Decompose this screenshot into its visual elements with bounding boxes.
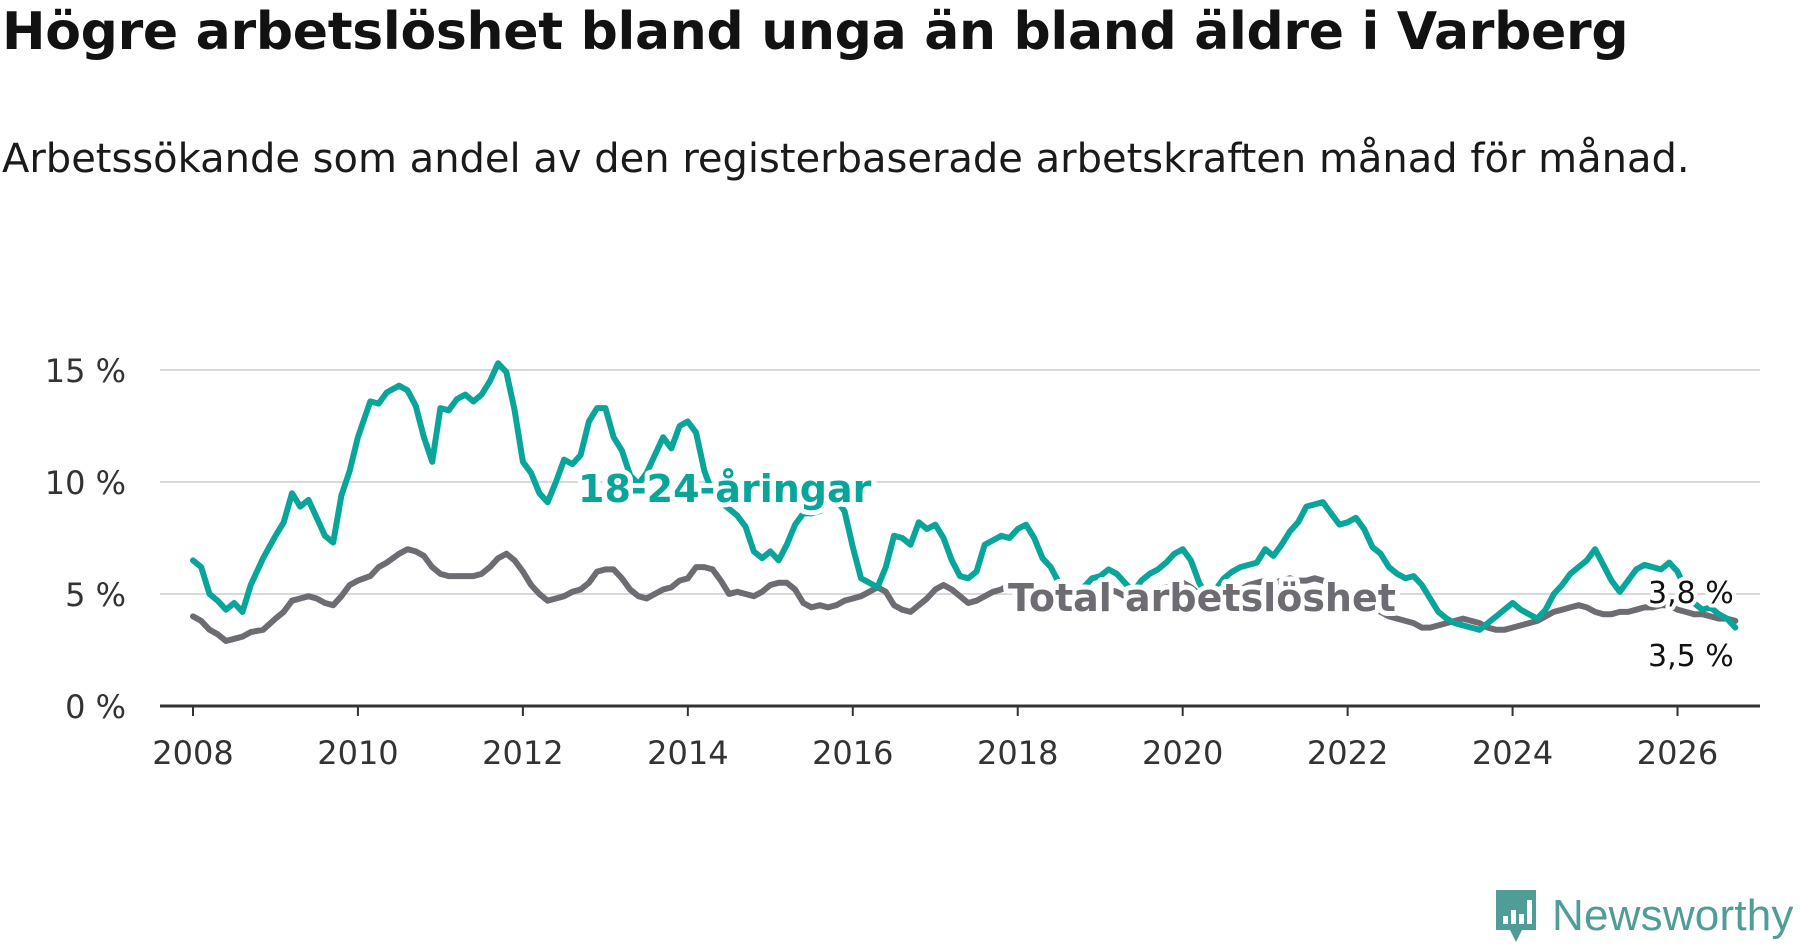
end-value-total: 3,8 % — [1648, 576, 1734, 611]
x-tick-label: 2024 — [1472, 734, 1553, 772]
x-tick-label: 2008 — [152, 734, 233, 772]
y-tick-label: 15 % — [45, 352, 126, 390]
chart-title: Högre arbetslöshet bland unga än bland ä… — [2, 2, 1629, 62]
brand-name: Newsworthy — [1552, 891, 1794, 940]
x-tick-label: 2014 — [647, 734, 728, 772]
y-tick-label: 0 % — [65, 688, 126, 726]
x-tick-label: 2022 — [1307, 734, 1388, 772]
end-value-youth-halo: 3,5 % — [1648, 639, 1734, 674]
y-tick-label: 5 % — [65, 576, 126, 614]
series-label-total-halo: Total arbetslöshet — [1008, 576, 1396, 620]
newsworthy-logo-icon — [1496, 890, 1536, 942]
brand-logo: Newsworthy — [1492, 886, 1794, 946]
end-value-youth: 3,5 % — [1648, 639, 1734, 674]
series-line-total — [190, 546, 1739, 644]
series-label-youth-halo: 18-24-åringar — [578, 467, 872, 511]
x-tick-label: 2020 — [1142, 734, 1223, 772]
series-label-total: Total arbetslöshet — [1008, 576, 1396, 620]
series-label-youth: 18-24-åringar — [578, 467, 872, 511]
chart-subtitle: Arbetssökande som andel av den registerb… — [2, 136, 1690, 182]
x-tick-label: 2016 — [812, 734, 893, 772]
x-tick-label: 2010 — [317, 734, 398, 772]
x-tick-label: 2018 — [977, 734, 1058, 772]
y-tick-label: 10 % — [45, 464, 126, 502]
series-line-youth — [190, 360, 1739, 633]
x-tick-label: 2012 — [482, 734, 563, 772]
end-value-total-halo: 3,8 % — [1648, 576, 1734, 611]
x-tick-label: 2026 — [1637, 734, 1718, 772]
